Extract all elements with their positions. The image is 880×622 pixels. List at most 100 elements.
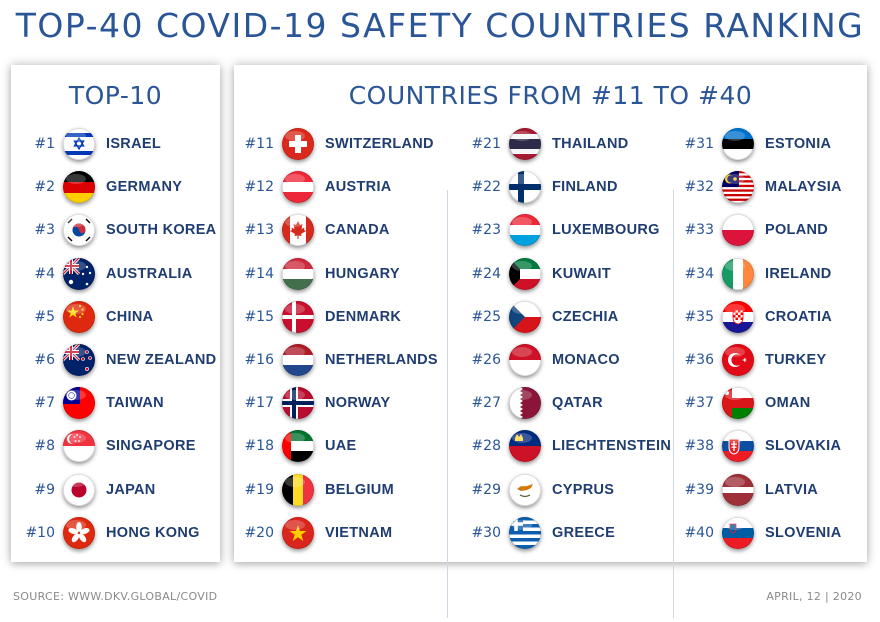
netherlands-flag-icon	[282, 344, 314, 376]
page-title: TOP-40 COVID-19 SAFETY COUNTRIES RANKING	[15, 6, 865, 45]
country-row: #15 DENMARK	[240, 300, 401, 334]
cyprus-flag-icon	[509, 474, 541, 506]
country-row: #5 CHINA	[21, 300, 153, 334]
slovenia-flag-icon	[722, 517, 754, 549]
country-rank: #25	[471, 309, 501, 325]
country-row: #32 MALAYSIA	[680, 170, 842, 204]
country-row: #6 NEW ZEALAND	[21, 343, 216, 377]
country-rank: #21	[471, 136, 501, 152]
country-name: SLOVAKIA	[765, 438, 842, 454]
country-name: CZECHIA	[552, 309, 619, 325]
country-rank: #36	[684, 352, 714, 368]
country-name: POLAND	[765, 222, 829, 238]
switzerland-flag-icon	[282, 128, 314, 160]
country-name: HUNGARY	[325, 266, 400, 282]
country-rank: #19	[244, 482, 274, 498]
country-row: #20 VIETNAM	[240, 516, 392, 550]
country-name: LATVIA	[765, 482, 819, 498]
country-row: #34 IRELAND	[680, 257, 832, 291]
country-row: #3 SOUTH KOREA	[21, 213, 216, 247]
oman-flag-icon	[722, 387, 754, 419]
latvia-flag-icon	[722, 474, 754, 506]
country-name: MALAYSIA	[765, 179, 842, 195]
country-row: #29 CYPRUS	[467, 473, 614, 507]
country-row: #25 CZECHIA	[467, 300, 619, 334]
country-rank: #1	[34, 136, 55, 152]
country-row: #33 POLAND	[680, 213, 828, 247]
top-10-panel: TOP-10	[11, 65, 220, 562]
country-name: TAIWAN	[106, 395, 164, 411]
country-name: SOUTH KOREA	[106, 222, 217, 238]
country-row: #31 ESTONIA	[680, 127, 831, 161]
country-name: AUSTRIA	[325, 179, 392, 195]
country-name: VIETNAM	[325, 525, 393, 541]
country-row: #38 SLOVAKIA	[680, 429, 841, 463]
israel-flag-icon	[63, 128, 95, 160]
country-name: OMAN	[765, 395, 811, 411]
croatia-flag-icon	[722, 301, 754, 333]
country-name: CROATIA	[765, 309, 833, 325]
country-row: #13 CANADA	[240, 213, 390, 247]
country-name: FINLAND	[552, 179, 618, 195]
country-rank: #29	[471, 482, 501, 498]
source-note: SOURCE: WWW.DKV.GLOBAL/COVID	[13, 590, 218, 603]
country-name: TURKEY	[765, 352, 827, 368]
country-rank: #32	[684, 179, 714, 195]
slovakia-flag-icon	[722, 430, 754, 462]
luxembourg-flag-icon	[509, 214, 541, 246]
denmark-flag-icon	[282, 301, 314, 333]
country-name: GERMANY	[106, 179, 183, 195]
belgium-flag-icon	[282, 474, 314, 506]
country-row: #9 JAPAN	[21, 473, 156, 507]
country-name: ISRAEL	[106, 136, 161, 152]
country-rank: #28	[471, 438, 501, 454]
malaysia-flag-icon	[722, 171, 754, 203]
country-row: #17 NORWAY	[240, 386, 390, 420]
country-row: #26 MONACO	[467, 343, 620, 377]
country-row: #18 UAE	[240, 429, 357, 463]
country-name: KUWAIT	[552, 266, 611, 282]
taiwan-flag-icon	[63, 387, 95, 419]
top-10-panel-title: TOP-10	[68, 81, 163, 110]
country-name: ESTONIA	[765, 136, 832, 152]
country-row: #22 FINLAND	[467, 170, 618, 204]
country-name: LUXEMBOURG	[552, 222, 660, 238]
country-row: #7 TAIWAN	[21, 386, 164, 420]
country-name: THAILAND	[552, 136, 629, 152]
hong-kong-flag-icon	[63, 517, 95, 549]
country-rank: #22	[471, 179, 501, 195]
country-rank: #7	[34, 395, 55, 411]
country-rank: #9	[34, 482, 55, 498]
monaco-flag-icon	[509, 344, 541, 376]
country-rank: #23	[471, 222, 501, 238]
country-name: IRELAND	[765, 266, 832, 282]
finland-flag-icon	[509, 171, 541, 203]
country-row: #36 TURKEY	[680, 343, 826, 377]
thailand-flag-icon	[509, 128, 541, 160]
country-row: #37 OMAN	[680, 386, 811, 420]
countries-11-to-40-panel-title: COUNTRIES FROM #11 TO #40	[348, 81, 753, 110]
country-rank: #31	[684, 136, 714, 152]
country-row: #30 GREECE	[467, 516, 615, 550]
country-rank: #39	[684, 482, 714, 498]
country-rank: #15	[244, 309, 274, 325]
country-rank: #5	[34, 309, 55, 325]
country-rank: #4	[34, 266, 55, 282]
canada-flag-icon	[282, 214, 314, 246]
date-note: APRIL, 12 | 2020	[766, 590, 862, 603]
country-rank: #2	[34, 179, 55, 195]
australia-flag-icon	[63, 258, 95, 290]
country-row: #24 KUWAIT	[467, 257, 611, 291]
country-rank: #35	[684, 309, 714, 325]
country-row: #27 QATAR	[467, 386, 603, 420]
country-name: SINGAPORE	[106, 438, 196, 454]
kuwait-flag-icon	[509, 258, 541, 290]
greece-flag-icon	[509, 517, 541, 549]
country-rank: #3	[34, 222, 55, 238]
china-flag-icon	[63, 301, 95, 333]
country-name: GREECE	[552, 525, 616, 541]
country-rank: #34	[684, 266, 714, 282]
country-rank: #14	[244, 266, 274, 282]
country-rank: #37	[684, 395, 714, 411]
country-name: CANADA	[325, 222, 390, 238]
